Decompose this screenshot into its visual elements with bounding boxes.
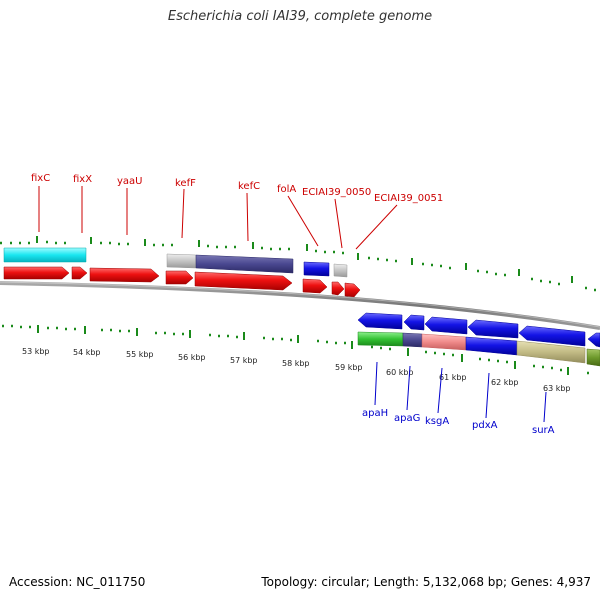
gene-apaG-region[interactable] <box>402 332 423 348</box>
gene-surA-arrow[interactable] <box>518 325 586 347</box>
gene-label-kefC[interactable]: kefC <box>238 181 260 192</box>
gene-yaaU-arrow[interactable] <box>89 267 160 283</box>
gene-kefF-arrow[interactable] <box>165 270 194 285</box>
scale-label: 54 kbp <box>73 348 101 357</box>
scale-label: 56 kbp <box>178 353 206 362</box>
gene-fixX-arrow[interactable] <box>71 266 88 280</box>
inner-ticks <box>2 324 589 375</box>
genome-summary: Topology: circular; Length: 5,132,068 bp… <box>261 575 591 589</box>
scale-labels: 53 kbp 54 kbp 55 kbp 56 kbp 57 kbp 58 kb… <box>22 347 571 393</box>
gene-fixC-arrow[interactable] <box>3 266 70 280</box>
gene-apaH-region[interactable] <box>357 331 404 347</box>
scale-label: 63 kbp <box>543 384 571 393</box>
gene-kefC-arrow[interactable] <box>194 271 293 291</box>
scale-label: 57 kbp <box>230 356 258 365</box>
scale-label: 60 kbp <box>386 368 414 377</box>
gene-label-yaaU[interactable]: yaaU <box>117 176 143 187</box>
scale-label: 58 kbp <box>282 359 310 368</box>
gene-label-ECIAI39_0051[interactable]: ECIAI39_0051 <box>374 193 443 204</box>
gene-ECIAI39_0050-region[interactable] <box>333 263 348 278</box>
reverse-gene-labels <box>374 361 547 423</box>
gene-next-region[interactable] <box>586 348 600 367</box>
gene-label-surA[interactable]: surA <box>532 425 555 436</box>
gene-next-arrow[interactable] <box>587 332 600 348</box>
outer-ticks <box>0 236 596 292</box>
scale-label: 59 kbp <box>335 363 363 372</box>
gene-apaG-arrow[interactable] <box>403 314 425 331</box>
forward-track <box>3 247 361 298</box>
gene-ksgA-arrow[interactable] <box>424 316 468 335</box>
gene-apaH-arrow[interactable] <box>357 312 403 330</box>
gene-folA-arrow[interactable] <box>302 278 328 294</box>
gene-pdxA-region[interactable] <box>465 336 518 356</box>
genome-backbone <box>0 281 600 330</box>
scale-label: 53 kbp <box>22 347 50 356</box>
gene-label-kefF[interactable]: kefF <box>175 178 196 189</box>
gene-kefC-region[interactable] <box>195 254 294 274</box>
gene-label-folA[interactable]: folA <box>277 184 296 195</box>
accession-label: Accession: NC_011750 <box>9 575 146 589</box>
gene-label-ksgA[interactable]: ksgA <box>425 416 449 427</box>
gene-ksgA-region[interactable] <box>421 333 467 351</box>
forward-gene-labels <box>38 186 398 250</box>
reverse-track <box>357 312 600 367</box>
gene-label-apaG[interactable]: apaG <box>394 413 420 424</box>
gene-fixC-feature[interactable] <box>3 247 87 263</box>
gene-label-apaH[interactable]: apaH <box>362 408 388 419</box>
gene-pdxA-arrow[interactable] <box>467 319 519 339</box>
gene-surA-region[interactable] <box>516 340 586 364</box>
gene-label-pdxA[interactable]: pdxA <box>472 420 498 431</box>
map-title: Escherichia coli IAI39, complete genome <box>167 9 433 24</box>
gene-kefF-region[interactable] <box>166 253 197 269</box>
gene-ECIAI39_0050-arrow[interactable] <box>331 281 345 296</box>
scale-label: 55 kbp <box>126 350 154 359</box>
gene-label-fixC[interactable]: fixC <box>31 173 50 184</box>
scale-label: 61 kbp <box>439 373 467 382</box>
gene-ECIAI39_0051-arrow[interactable] <box>344 282 361 298</box>
gene-label-ECIAI39_0050[interactable]: ECIAI39_0050 <box>302 187 371 198</box>
gene-label-fixX[interactable]: fixX <box>73 174 92 185</box>
scale-label: 62 kbp <box>491 378 519 387</box>
gene-folA-region[interactable] <box>303 261 330 277</box>
